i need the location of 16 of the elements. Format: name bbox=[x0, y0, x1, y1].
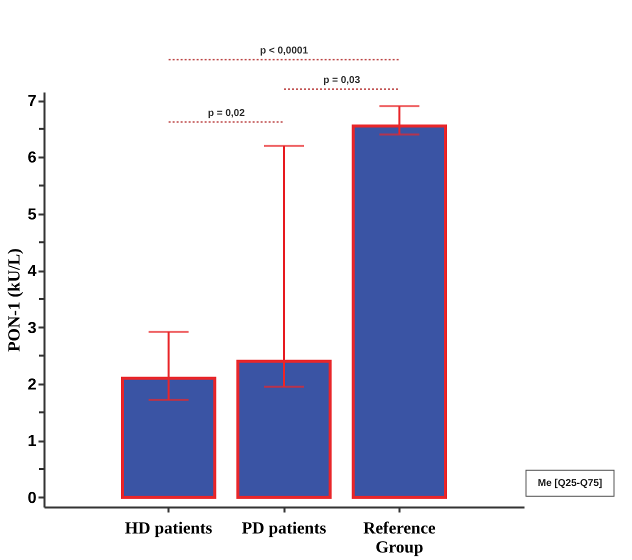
text: p < 0,0001 bbox=[260, 46, 308, 57]
y-tick-label: 3 bbox=[28, 320, 37, 337]
x-tick-label: HD patients bbox=[124, 518, 213, 538]
y-axis-title: PON-1 (kU/L) bbox=[4, 248, 24, 352]
y-tick-label: 1 bbox=[28, 433, 37, 450]
y-tick-label: 4 bbox=[28, 263, 37, 280]
y-tick-label: 5 bbox=[28, 206, 37, 224]
y-tick-label: 0 bbox=[28, 490, 37, 507]
y-tick-label: 6 bbox=[28, 150, 37, 167]
x-tick-label: Reference Group bbox=[363, 518, 436, 556]
text: Me [Q25-Q75] bbox=[538, 478, 602, 490]
x-tick-label: PD patients bbox=[242, 518, 327, 538]
y-tick-label: 7 bbox=[28, 93, 37, 110]
annotation: p = 0,02 bbox=[208, 108, 246, 120]
y-tick-label: 2 bbox=[28, 376, 37, 394]
text: p = 0,03 bbox=[323, 75, 361, 86]
